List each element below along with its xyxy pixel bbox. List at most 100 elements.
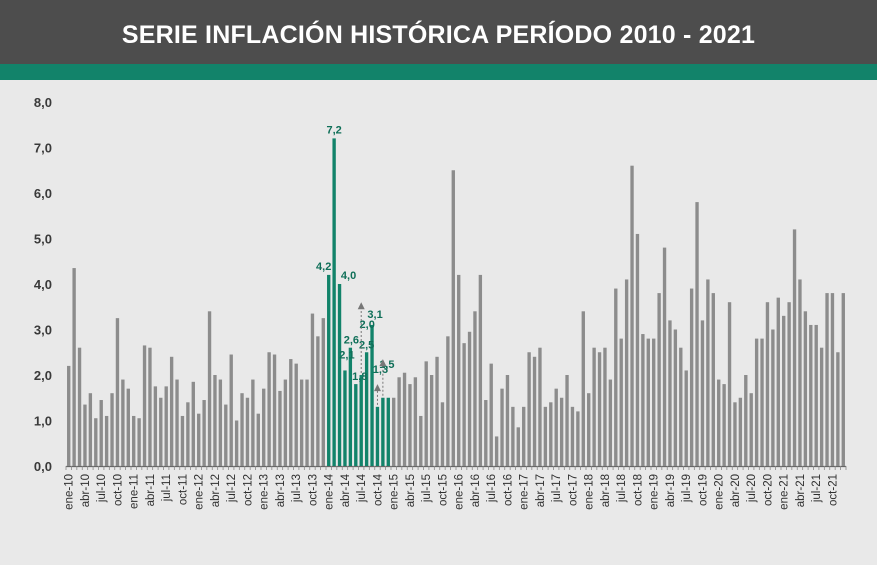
bar-data-label: 2,5 — [359, 339, 374, 351]
chart-bar — [364, 352, 369, 466]
chart-bar — [121, 379, 125, 466]
x-tick-label: ene-18 — [584, 474, 596, 510]
x-tick-label: oct-10 — [112, 474, 124, 506]
chart-bar — [142, 345, 147, 466]
chart-bar — [197, 413, 201, 466]
chart-bar — [299, 379, 304, 466]
bar-data-label: 1,8 — [352, 371, 367, 383]
chart-bar — [392, 397, 396, 466]
x-tick-label: oct-14 — [372, 473, 384, 506]
chart-bar — [549, 402, 553, 466]
chart-bar — [841, 293, 845, 466]
x-tick-label: abr-20 — [730, 474, 742, 507]
chart-bar — [787, 302, 791, 466]
chart-bar — [381, 397, 385, 466]
x-tick-label: jul-18 — [616, 474, 628, 503]
chart-bar — [234, 420, 239, 466]
x-tick-label: jul-10 — [96, 474, 108, 503]
chart-bar — [500, 388, 504, 466]
chart-bar — [516, 427, 520, 466]
x-tick-label: ene-13 — [259, 474, 271, 510]
chart-bar — [527, 352, 531, 466]
x-tick-label: ene-16 — [454, 474, 466, 510]
chart-bar — [321, 318, 325, 466]
chart-bar — [511, 406, 515, 466]
bar-data-label: 4,2 — [316, 261, 331, 273]
chart-bar — [440, 402, 445, 466]
y-tick-label: 0,0 — [34, 459, 52, 474]
chart-bar — [370, 324, 374, 466]
x-tick-label: oct-21 — [827, 474, 839, 506]
chart-bar — [419, 415, 423, 466]
chart-bar — [689, 288, 694, 466]
chart-bar — [792, 229, 797, 466]
bar-data-label: 2,1 — [339, 349, 354, 361]
chart-bar — [738, 397, 743, 466]
chart-bar — [294, 363, 298, 466]
x-tick-label: jul-21 — [811, 474, 823, 503]
chart-bar — [652, 338, 656, 466]
x-tick-label: abr-15 — [405, 474, 417, 507]
bar-data-label: 1,3 — [373, 364, 388, 376]
x-tick-label: ene-10 — [64, 474, 76, 510]
chart-bar — [337, 284, 342, 466]
chart-bar — [814, 324, 818, 466]
chart-bar — [798, 279, 802, 466]
chart-bar — [803, 311, 808, 466]
chart-bar — [72, 268, 76, 466]
x-tick-label: ene-11 — [129, 474, 141, 509]
chart-bar — [413, 377, 418, 466]
x-tick-label: abr-14 — [340, 473, 352, 507]
bar-data-label: 2,6 — [344, 335, 359, 347]
chart-bar — [630, 165, 634, 466]
x-tick-label: abr-12 — [210, 474, 222, 507]
chart-bar — [99, 400, 103, 466]
chart-bar — [473, 311, 477, 466]
chart-bar — [386, 397, 390, 466]
x-tick-label: jul-16 — [486, 474, 498, 503]
chart-bar — [408, 384, 412, 466]
x-tick-label: abr-17 — [535, 474, 547, 507]
accent-band — [0, 64, 877, 80]
y-tick-label: 6,0 — [34, 186, 52, 201]
chart-bar — [267, 352, 271, 466]
chart-bar — [451, 170, 455, 466]
x-tick-label: ene-12 — [194, 474, 206, 510]
chart-bar — [348, 347, 353, 466]
chart-bar — [251, 379, 255, 466]
chart-bar — [375, 406, 380, 466]
x-tick-label: oct-12 — [242, 474, 254, 506]
x-tick-label: jul-17 — [551, 474, 563, 503]
chart-bar — [83, 404, 87, 466]
chart-bar — [316, 336, 320, 466]
chart-bar — [67, 365, 71, 466]
x-tick-label: jul-13 — [291, 474, 303, 503]
chart-bar — [429, 375, 434, 466]
x-tick-label: jul-11 — [161, 474, 173, 502]
chart-bar — [641, 334, 645, 466]
chart-bar — [169, 356, 174, 466]
chart-title: SERIE INFLACIÓN HISTÓRICA PERÍODO 2010 -… — [121, 21, 756, 49]
chart-bar — [494, 436, 499, 466]
chart-bar — [484, 400, 488, 466]
x-tick-label: abr-11 — [145, 474, 157, 506]
x-tick-label: ene-15 — [389, 474, 401, 510]
chart-bar — [662, 247, 667, 466]
chart-bar — [256, 413, 260, 466]
chart-bar — [505, 375, 510, 466]
chart-bar — [159, 397, 163, 466]
chart-bar — [310, 313, 315, 466]
chart-bar — [180, 415, 185, 466]
y-tick-label: 5,0 — [34, 232, 52, 247]
chart-bar — [695, 202, 699, 466]
chart-bar — [559, 397, 564, 466]
x-tick-label: jul-12 — [226, 474, 238, 503]
y-tick-label: 7,0 — [34, 141, 52, 156]
chart-bar — [457, 274, 461, 466]
chart-bar — [402, 372, 407, 466]
chart-bar — [624, 279, 629, 466]
chart-bar — [819, 347, 824, 466]
x-tick-label: jul-14 — [356, 473, 368, 503]
chart-bar — [717, 379, 721, 466]
x-tick-label: oct-15 — [437, 474, 449, 506]
